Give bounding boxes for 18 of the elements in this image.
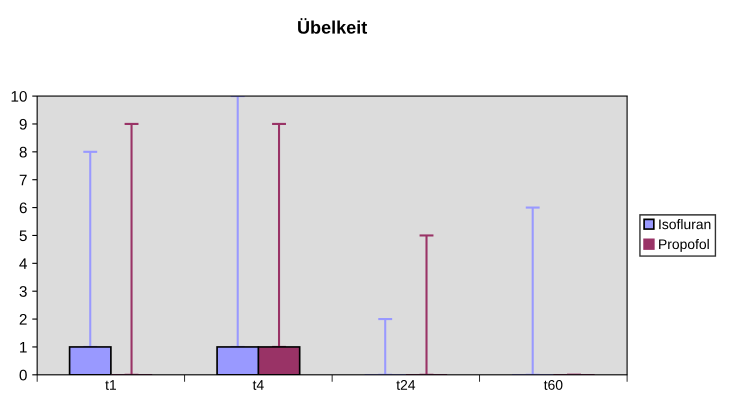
legend-label: Propofol: [659, 238, 709, 252]
legend-label: Isofluran: [659, 219, 710, 230]
y-tick-label: 1: [20, 342, 27, 352]
chart-title: Übelkeit: [298, 18, 368, 34]
y-tick-label: 5: [20, 230, 27, 242]
x-tick-label: t24: [396, 380, 416, 390]
y-tick-label: 7: [20, 174, 27, 186]
x-tick-label: t4: [252, 380, 264, 390]
y-tick-label: 0: [20, 370, 27, 380]
y-tick-label: 3: [20, 286, 27, 297]
x-tick-label: t1: [105, 380, 116, 390]
x-tick-label: t60: [544, 380, 562, 390]
y-tick-label: 8: [20, 146, 27, 158]
y-tick-label: 2: [20, 314, 27, 325]
y-tick-label: 9: [20, 118, 27, 130]
y-tick-label: 4: [19, 258, 27, 269]
y-tick-label: 6: [20, 202, 27, 214]
y-tick-label: 10: [12, 90, 27, 102]
